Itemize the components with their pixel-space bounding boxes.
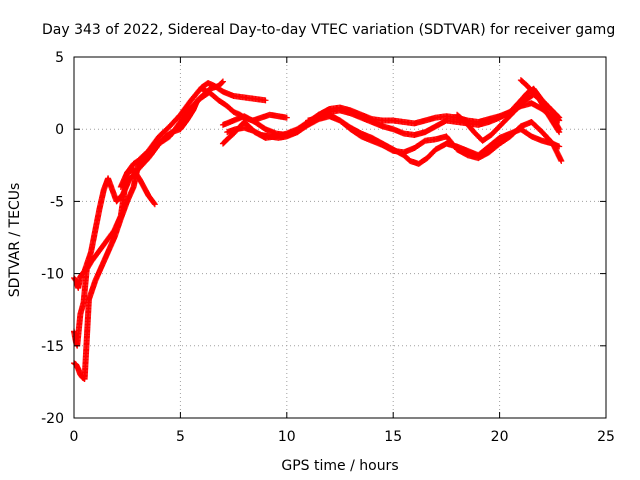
y-tick-label: -5 bbox=[50, 194, 64, 210]
x-tick-label: 20 bbox=[491, 429, 509, 445]
data-point bbox=[219, 78, 226, 85]
data-point bbox=[558, 157, 565, 164]
data-point bbox=[219, 79, 226, 86]
chart-title: Day 343 of 2022, Sidereal Day-to-day VTE… bbox=[42, 22, 615, 38]
x-tick-label: 0 bbox=[70, 429, 79, 445]
series-trace-j bbox=[454, 91, 563, 144]
series-trace-c bbox=[71, 78, 226, 383]
plot-frame bbox=[73, 56, 607, 419]
x-tick-label: 10 bbox=[278, 429, 296, 445]
x-tick-label: 25 bbox=[597, 429, 615, 445]
x-tick-label: 5 bbox=[176, 429, 185, 445]
data-point bbox=[151, 201, 158, 208]
x-tick-label: 15 bbox=[384, 429, 402, 445]
data-point bbox=[151, 200, 158, 207]
data-points bbox=[71, 77, 565, 383]
data-point bbox=[555, 128, 562, 135]
series-trace-e bbox=[198, 85, 290, 124]
data-point bbox=[556, 129, 563, 136]
y-axis-label: SDTVAR / TECUs bbox=[7, 183, 23, 298]
y-tick-label: -15 bbox=[41, 339, 64, 355]
data-point bbox=[283, 114, 290, 121]
y-tick-label: 0 bbox=[55, 122, 64, 138]
x-axis-label: GPS time / hours bbox=[281, 458, 398, 474]
data-point bbox=[555, 113, 562, 120]
y-tick-label: 5 bbox=[55, 50, 64, 66]
y-tick-label: -20 bbox=[41, 411, 64, 427]
axis-ticks: 0 5 10 15 20 25 5 0 -5 -10 -15 -20 bbox=[41, 50, 615, 445]
data-point bbox=[556, 114, 563, 121]
data-point bbox=[262, 97, 269, 104]
y-tick-label: -10 bbox=[41, 267, 64, 283]
series-trace-k bbox=[517, 77, 563, 136]
series-trace-i bbox=[305, 111, 565, 164]
